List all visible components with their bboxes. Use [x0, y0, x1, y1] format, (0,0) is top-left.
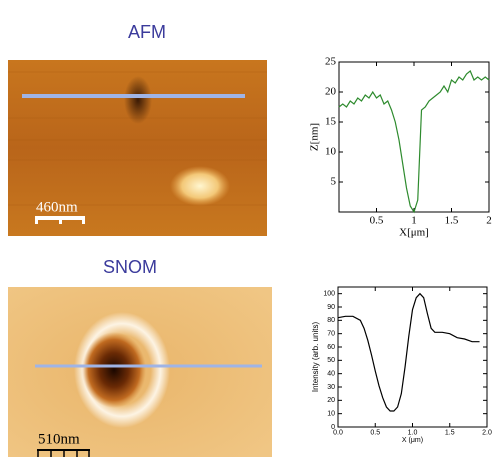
snom-image: 510nm: [8, 287, 272, 457]
x-tick-label: 2: [486, 214, 492, 226]
y-tick-label: 30: [327, 384, 335, 391]
y-axis-label: Intensity (arb. units): [311, 322, 320, 393]
panel-title: SNOM: [103, 257, 157, 277]
x-tick-label: 1.0: [408, 429, 418, 436]
y-tick-label: 70: [327, 331, 335, 338]
y-tick-label: 90: [327, 304, 335, 311]
x-axis-label: X[μm]: [399, 226, 429, 238]
x-tick-label: 1: [411, 214, 417, 226]
y-tick-label: 60: [327, 344, 335, 351]
panel-title: AFM: [128, 22, 166, 42]
x-tick-label: 1.5: [445, 214, 459, 226]
y-tick-label: 0: [331, 424, 335, 431]
y-tick-label: 50: [327, 357, 335, 364]
y-tick-label: 80: [327, 317, 335, 324]
y-tick-label: 40: [327, 371, 335, 378]
y-tick-label: 5: [331, 176, 337, 188]
data-line: [338, 70, 490, 214]
y-tick-label: 15: [325, 116, 337, 128]
x-tick-label: 0.5: [370, 429, 380, 436]
x-tick-label: 1.5: [445, 429, 455, 436]
scale-bar-label: 510nm: [38, 431, 80, 447]
y-tick-label: 20: [327, 397, 335, 404]
y-tick-label: 10: [325, 146, 337, 158]
afm-image: 460nm: [8, 60, 267, 236]
y-tick-label: 10: [327, 411, 335, 418]
data-line: [337, 292, 480, 412]
x-tick-label: 2.0: [482, 429, 492, 436]
x-axis-label: X (μm): [402, 437, 423, 444]
y-tick-label: 20: [325, 86, 337, 98]
y-tick-label: 25: [325, 56, 337, 68]
y-tick-label: 100: [323, 291, 335, 298]
y-axis-label: Z[nm]: [309, 123, 321, 151]
scale-bar-label: 460nm: [36, 199, 78, 215]
plot-frame: [338, 61, 490, 213]
x-tick-label: 0.5: [370, 214, 384, 226]
x-tick-label: 0.0: [333, 429, 343, 436]
